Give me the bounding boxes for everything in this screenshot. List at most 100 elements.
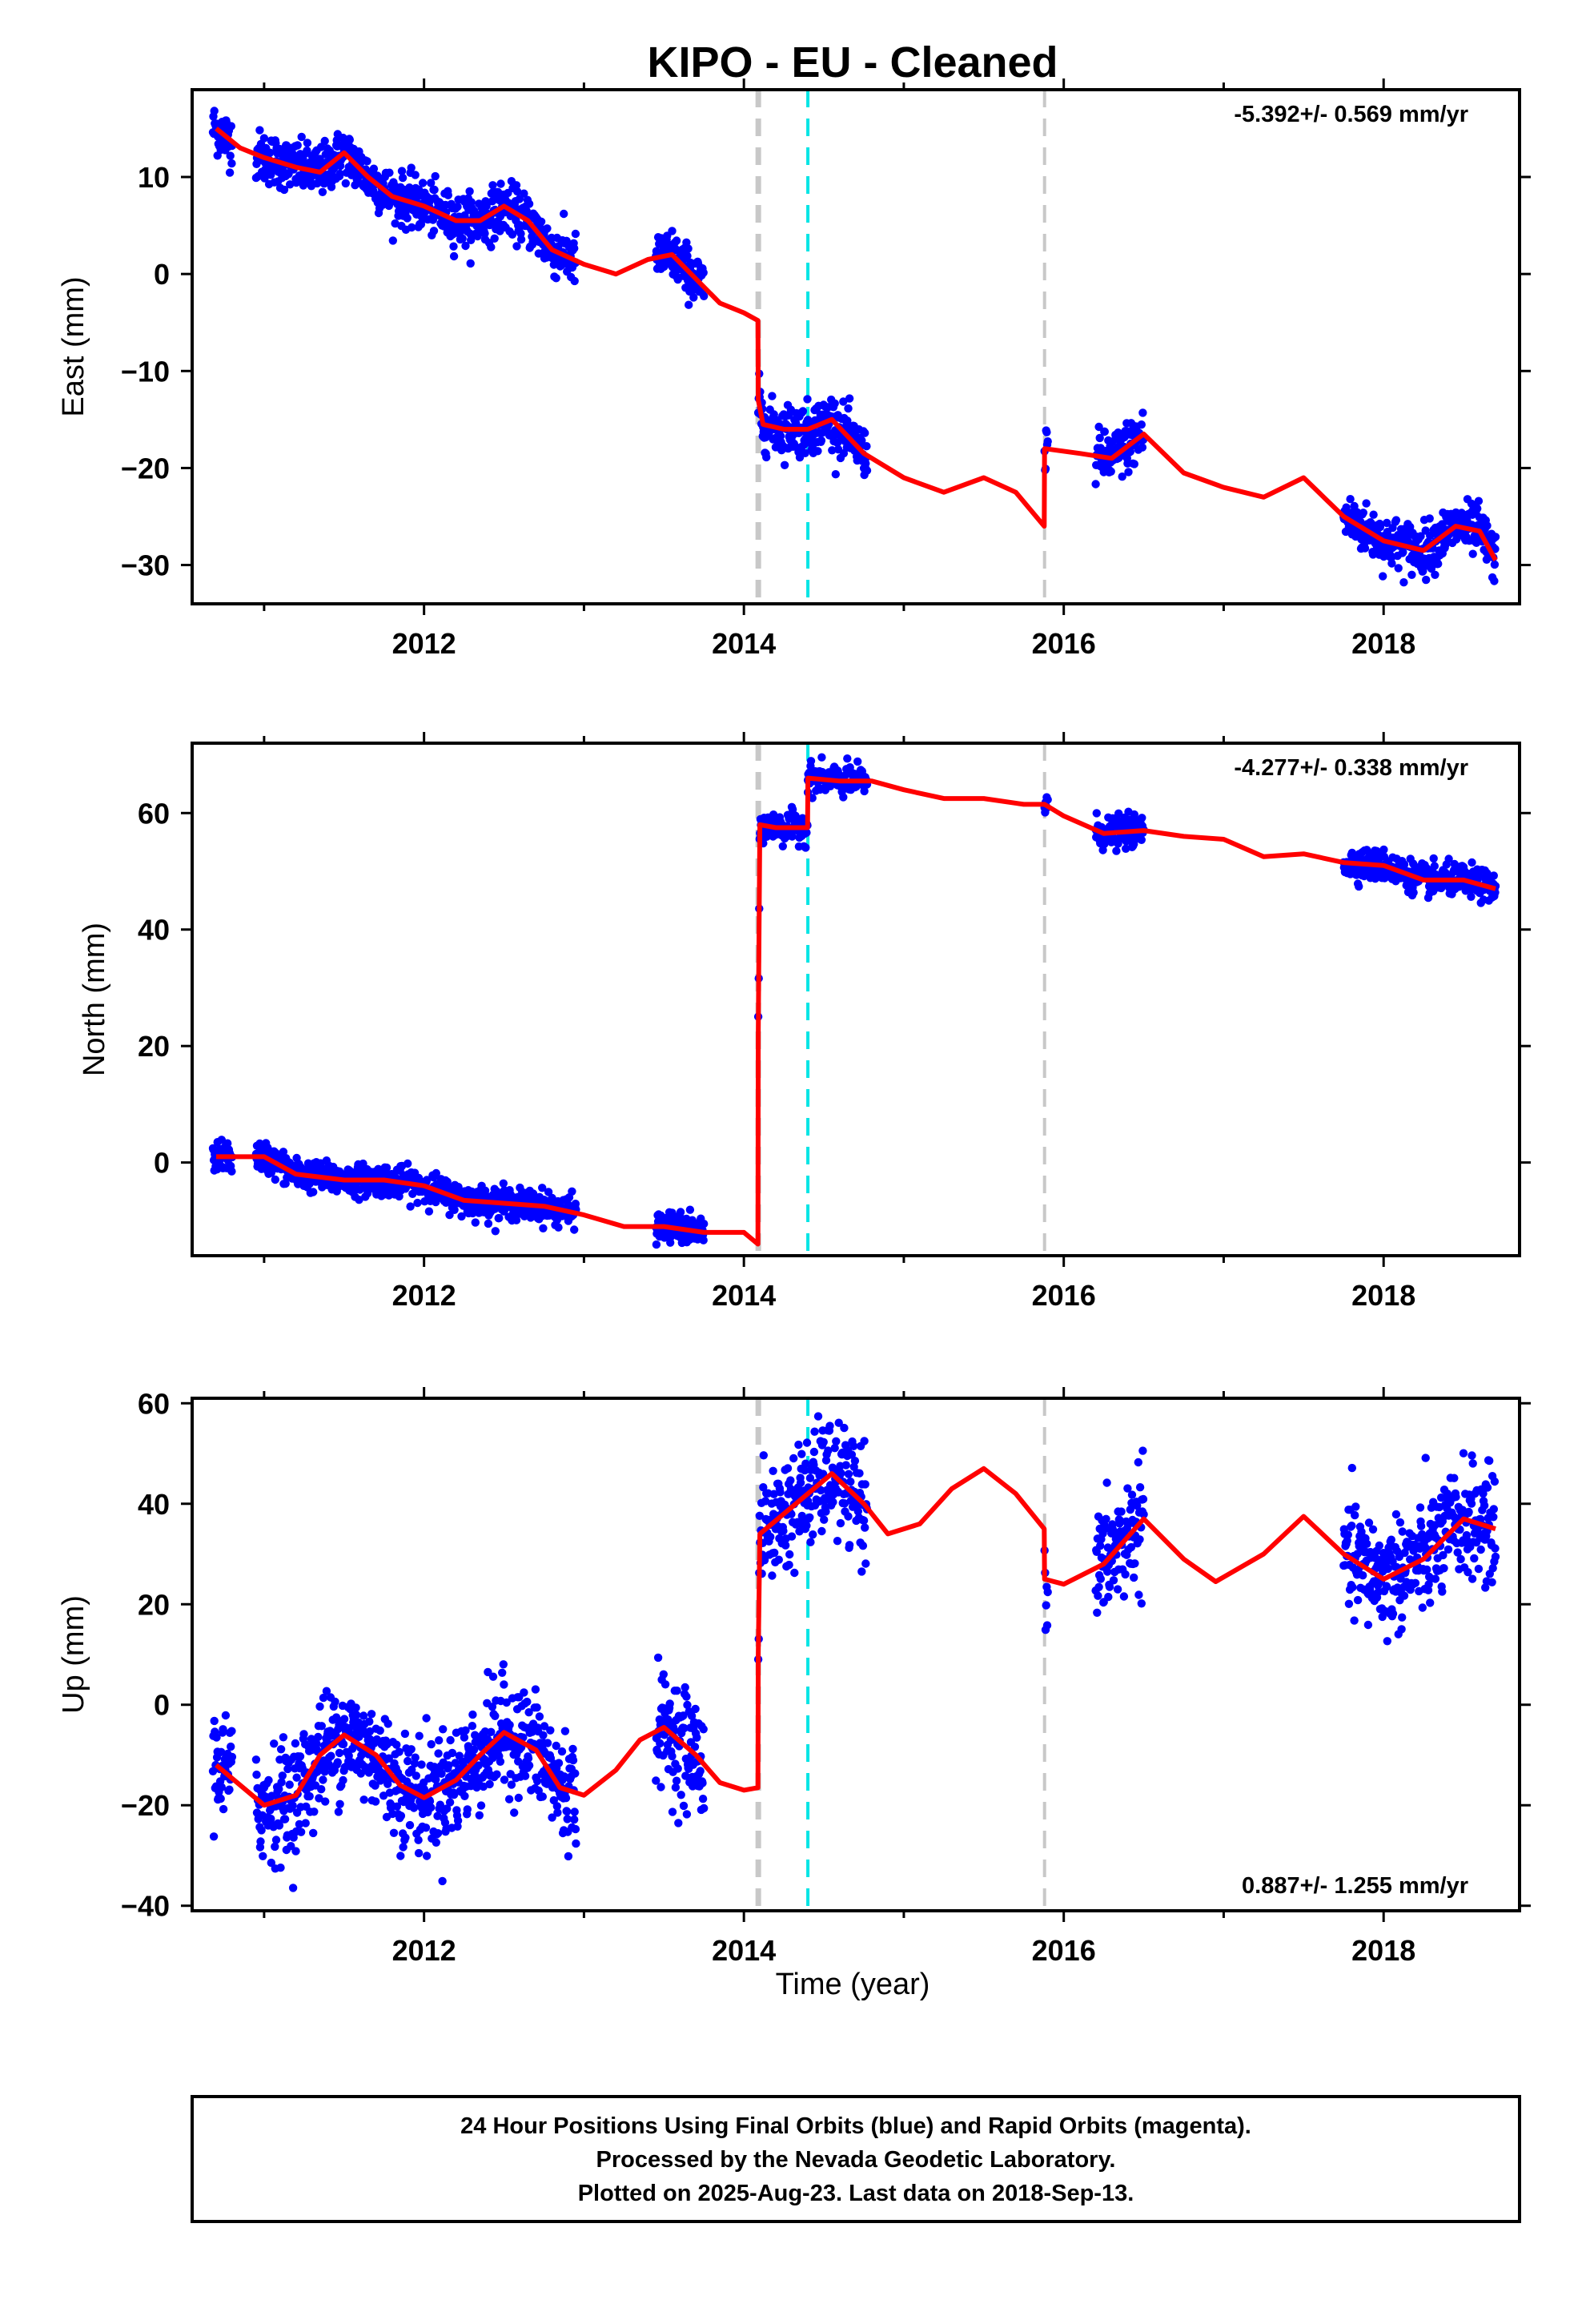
data-point [861, 1523, 869, 1532]
data-point [457, 1212, 466, 1221]
data-point [1362, 499, 1371, 508]
data-point [1399, 578, 1408, 587]
data-point [480, 229, 489, 238]
data-point [700, 1803, 709, 1813]
data-point [314, 1732, 323, 1742]
data-point [1137, 1599, 1146, 1608]
data-point [656, 1783, 665, 1791]
data-point [502, 1698, 511, 1707]
data-point [1422, 575, 1431, 585]
x-tick-label: 2016 [1032, 1934, 1096, 1967]
data-point [490, 234, 499, 243]
data-point [524, 1708, 533, 1717]
data-point [318, 187, 327, 196]
data-point [1394, 564, 1403, 573]
data-point [1043, 795, 1052, 804]
data-point [425, 1797, 435, 1806]
data-point [1375, 1541, 1384, 1550]
data-point [1429, 854, 1438, 863]
data-point [437, 1769, 446, 1778]
data-point [433, 1811, 442, 1820]
data-point [309, 1188, 318, 1196]
data-point [407, 1745, 416, 1754]
data-point [1480, 1501, 1489, 1510]
data-point [1481, 1583, 1490, 1592]
data-point [1043, 1587, 1052, 1597]
data-point [1443, 1545, 1453, 1554]
data-point [1095, 433, 1104, 443]
data-point [388, 236, 397, 245]
data-point [802, 1521, 811, 1530]
data-point [844, 1512, 853, 1521]
data-point [684, 244, 693, 253]
data-point [846, 1478, 855, 1486]
data-point [267, 1815, 275, 1823]
data-point [320, 136, 329, 146]
data-point [1130, 1559, 1139, 1568]
data-point [843, 416, 852, 425]
model-line [215, 1466, 1496, 1808]
data-point [840, 1423, 849, 1433]
data-point [1476, 1545, 1485, 1554]
y-tick-label: −20 [121, 1789, 170, 1822]
data-point [571, 1824, 580, 1834]
data-point [1359, 1571, 1367, 1580]
data-point [1391, 516, 1401, 525]
data-point [285, 1780, 294, 1789]
data-point [421, 1823, 431, 1832]
data-point [538, 1792, 547, 1801]
data-point [335, 1799, 344, 1808]
data-point [1388, 1609, 1398, 1618]
data-point [687, 1711, 697, 1720]
data-point [512, 181, 521, 190]
data-point [292, 1773, 301, 1782]
data-point [1452, 1493, 1460, 1502]
data-point [570, 1225, 579, 1234]
y-tick-label: 0 [154, 1689, 170, 1722]
data-point [1119, 1592, 1129, 1601]
data-point [219, 1725, 227, 1734]
data-point [685, 1205, 695, 1214]
data-point [1364, 1518, 1374, 1527]
data-point [1363, 1539, 1371, 1549]
data-point [383, 1779, 392, 1788]
data-point [681, 1683, 689, 1692]
data-point [524, 199, 534, 208]
data-point [1490, 560, 1500, 569]
data-point [1395, 1518, 1405, 1527]
data-point [1474, 497, 1484, 505]
data-point [524, 1761, 534, 1770]
data-point [523, 1697, 532, 1707]
data-point [411, 1753, 420, 1762]
y-tick-label: 40 [138, 1488, 170, 1521]
data-point [837, 1469, 845, 1478]
data-point [1490, 577, 1499, 585]
x-axis-label: Time (year) [776, 1968, 930, 2001]
x-tick-label: 2012 [392, 627, 456, 660]
data-point [345, 135, 354, 144]
data-point [227, 1742, 235, 1751]
data-point [453, 1822, 462, 1831]
data-point [1467, 1499, 1476, 1508]
velocity-label: -5.392+/- 0.569 mm/yr [1234, 102, 1468, 127]
data-point [296, 1827, 306, 1836]
data-point [408, 1765, 416, 1775]
data-point [322, 1687, 331, 1695]
data-point [276, 1864, 285, 1872]
data-point [414, 1848, 424, 1858]
data-point [805, 1513, 814, 1522]
data-point [1383, 518, 1391, 528]
footer-line-2: Processed by the Nevada Geodetic Laborat… [596, 2147, 1116, 2173]
data-point [256, 1837, 265, 1846]
data-point [828, 446, 837, 455]
data-point [227, 159, 236, 168]
data-point [212, 1733, 221, 1742]
data-point [1363, 1620, 1373, 1630]
data-point [297, 132, 306, 142]
data-point [762, 452, 771, 462]
data-point [227, 122, 235, 131]
data-point [1463, 1536, 1472, 1545]
data-point [524, 1754, 533, 1763]
velocity-label: 0.887+/- 1.255 mm/yr [1242, 1873, 1468, 1899]
data-point [785, 1550, 794, 1559]
